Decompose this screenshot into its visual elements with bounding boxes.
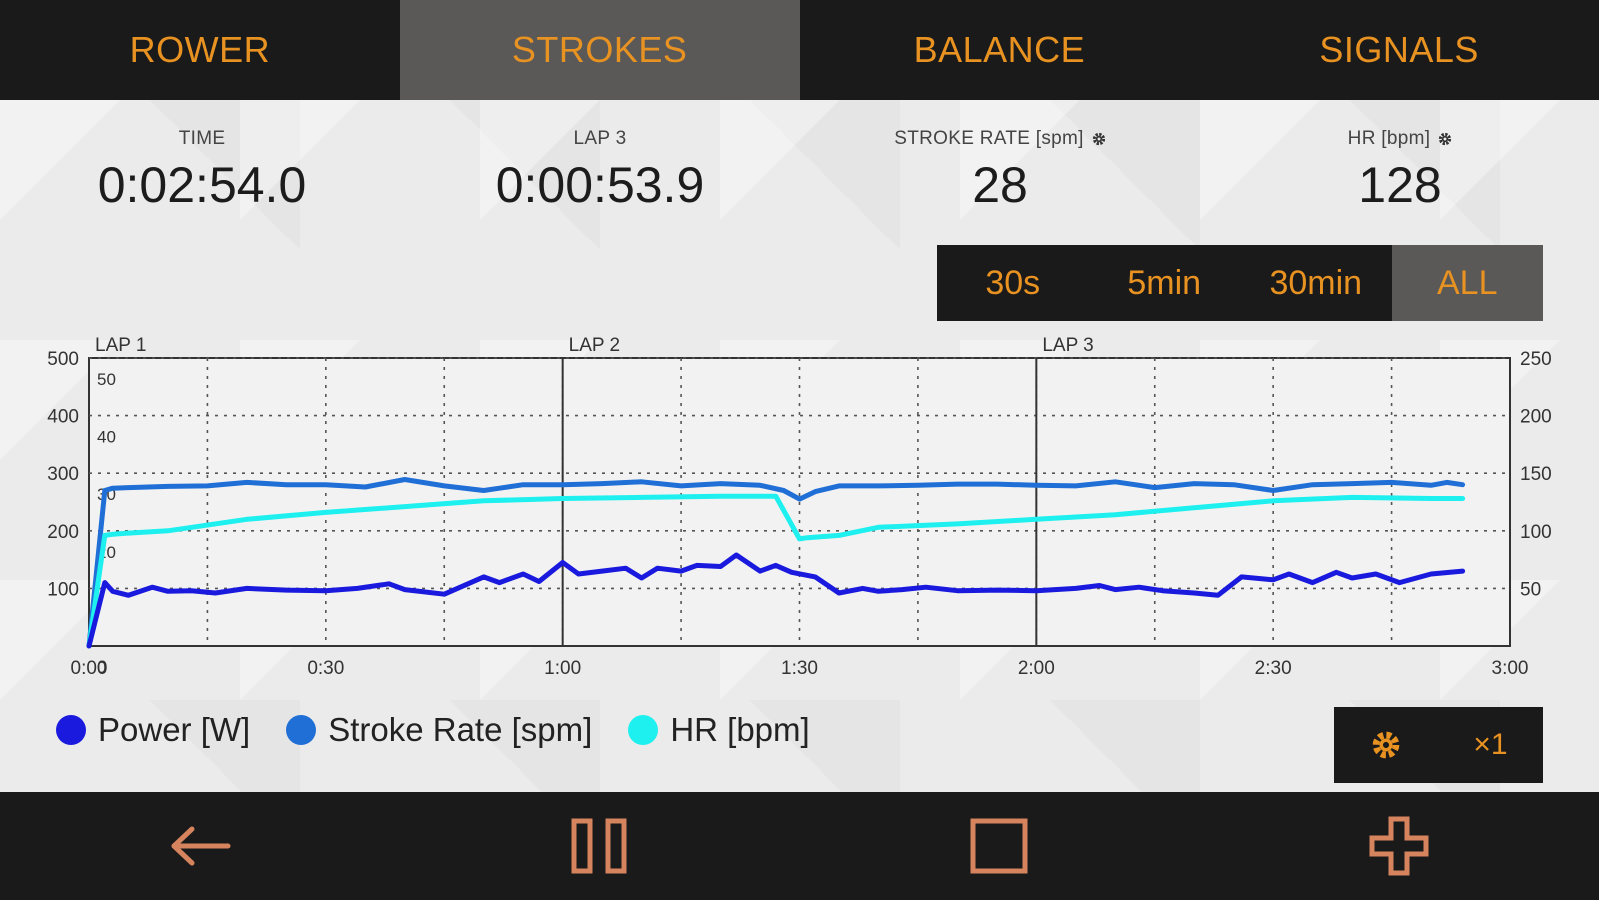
legend-hr-label: HR [bpm]	[670, 711, 810, 748]
legend-hr: HR [bpm]	[628, 711, 810, 749]
zoom-level-button[interactable]: ×1	[1473, 728, 1508, 761]
range-all[interactable]: ALL	[1391, 245, 1543, 321]
x-tick-label: 2:00	[1018, 658, 1055, 679]
y-tick-label-right: 250	[1520, 349, 1552, 370]
metric-time: TIME 0:02:54.0	[52, 128, 352, 214]
y-tick-label-left: 500	[47, 349, 79, 370]
time-range-selector: 30s 5min 30min ALL	[937, 245, 1543, 321]
lap-label: LAP 3	[1042, 335, 1093, 356]
main-content: TIME 0:02:54.0 LAP 3 0:00:53.9 STROKE RA…	[0, 100, 1599, 792]
stop-icon	[970, 818, 1028, 874]
series-power-line	[86, 552, 1466, 649]
back-button[interactable]	[0, 792, 400, 900]
tab-balance[interactable]: BALANCE	[913, 29, 1086, 70]
series-stroke-rate-line	[86, 477, 1466, 649]
chart-settings-button[interactable]	[1334, 707, 1438, 783]
metric-hr-label: HR [bpm]	[1347, 128, 1431, 149]
y-tick-label-right: 100	[1520, 522, 1552, 543]
chart-legend: Power [W] Stroke Rate [spm] HR [bpm]	[56, 710, 810, 750]
metric-lap-value: 0:00:53.9	[495, 157, 705, 213]
y-tick-label-left: 300	[47, 464, 79, 485]
y-tick-label-left: 400	[47, 407, 79, 428]
range-30min[interactable]: 30min	[1269, 263, 1363, 302]
lap-label: LAP 2	[569, 335, 620, 356]
y-tick-label-left: 100	[47, 579, 79, 600]
y-tick-label-left: 200	[47, 522, 79, 543]
legend-power-swatch	[56, 715, 86, 745]
gear-icon[interactable]	[1438, 132, 1452, 146]
tab-rower[interactable]: ROWER	[129, 29, 271, 70]
legend-stroke-rate-label: Stroke Rate [spm]	[328, 711, 593, 748]
chart-settings-box: ×1	[1334, 707, 1543, 783]
metric-stroke-rate[interactable]: STROKE RATE [spm] 28	[850, 128, 1150, 214]
y-tick-label-stroke-rate: 0	[97, 658, 106, 677]
y-tick-label-right: 150	[1520, 464, 1552, 485]
metric-stroke-rate-label: STROKE RATE [spm]	[894, 128, 1084, 149]
gear-icon[interactable]	[1092, 132, 1106, 146]
gear-icon	[1372, 731, 1400, 759]
x-tick-label: 3:00	[1492, 658, 1529, 679]
metric-time-value: 0:02:54.0	[97, 157, 307, 213]
pause-button[interactable]	[400, 792, 800, 900]
metric-lap: LAP 3 0:00:53.9	[450, 128, 750, 214]
series-hr-line	[86, 493, 1466, 649]
metric-lap-label: LAP 3	[573, 128, 627, 149]
range-30s[interactable]: 30s	[985, 263, 1041, 302]
y-tick-label-right: 200	[1520, 407, 1552, 428]
legend-hr-swatch	[628, 715, 659, 745]
arrow-left-icon	[171, 826, 231, 866]
tab-strokes[interactable]: STROKES	[399, 0, 800, 100]
x-tick-label: 1:30	[781, 658, 818, 679]
x-tick-label: 0:30	[307, 658, 344, 679]
strokes-chart: LAP 1 LAP 2 LAP 31002003004005005010015020…	[47, 335, 1552, 679]
tab-signals[interactable]: SIGNALS	[1319, 29, 1479, 70]
metric-time-label: TIME	[178, 128, 226, 149]
legend-power-label: Power [W]	[98, 711, 251, 748]
pause-icon	[571, 818, 627, 874]
legend-power: Power [W]	[56, 711, 250, 749]
legend-stroke-rate-swatch	[286, 715, 317, 745]
x-tick-label: 1:00	[544, 658, 581, 679]
range-5min[interactable]: 5min	[1127, 263, 1202, 302]
lap-label: LAP 1	[95, 335, 146, 356]
metric-hr[interactable]: HR [bpm] 128	[1250, 128, 1550, 214]
top-tab-bar: ROWER STROKES BALANCE SIGNALS	[0, 0, 1599, 100]
plus-icon	[1369, 816, 1429, 876]
metric-stroke-rate-value: 28	[972, 157, 1028, 213]
y-tick-label-right: 50	[1520, 579, 1541, 600]
x-tick-label: 2:30	[1255, 658, 1292, 679]
x-tick-label: 0:00	[71, 658, 108, 679]
y-tick-label-stroke-rate: 50	[97, 370, 116, 389]
metric-hr-value: 128	[1358, 157, 1442, 213]
stop-button[interactable]	[800, 792, 1200, 900]
bottom-control-bar	[0, 792, 1599, 900]
add-button[interactable]	[1199, 792, 1599, 900]
legend-stroke-rate: Stroke Rate [spm]	[286, 711, 592, 749]
y-tick-label-stroke-rate: 40	[97, 428, 116, 447]
